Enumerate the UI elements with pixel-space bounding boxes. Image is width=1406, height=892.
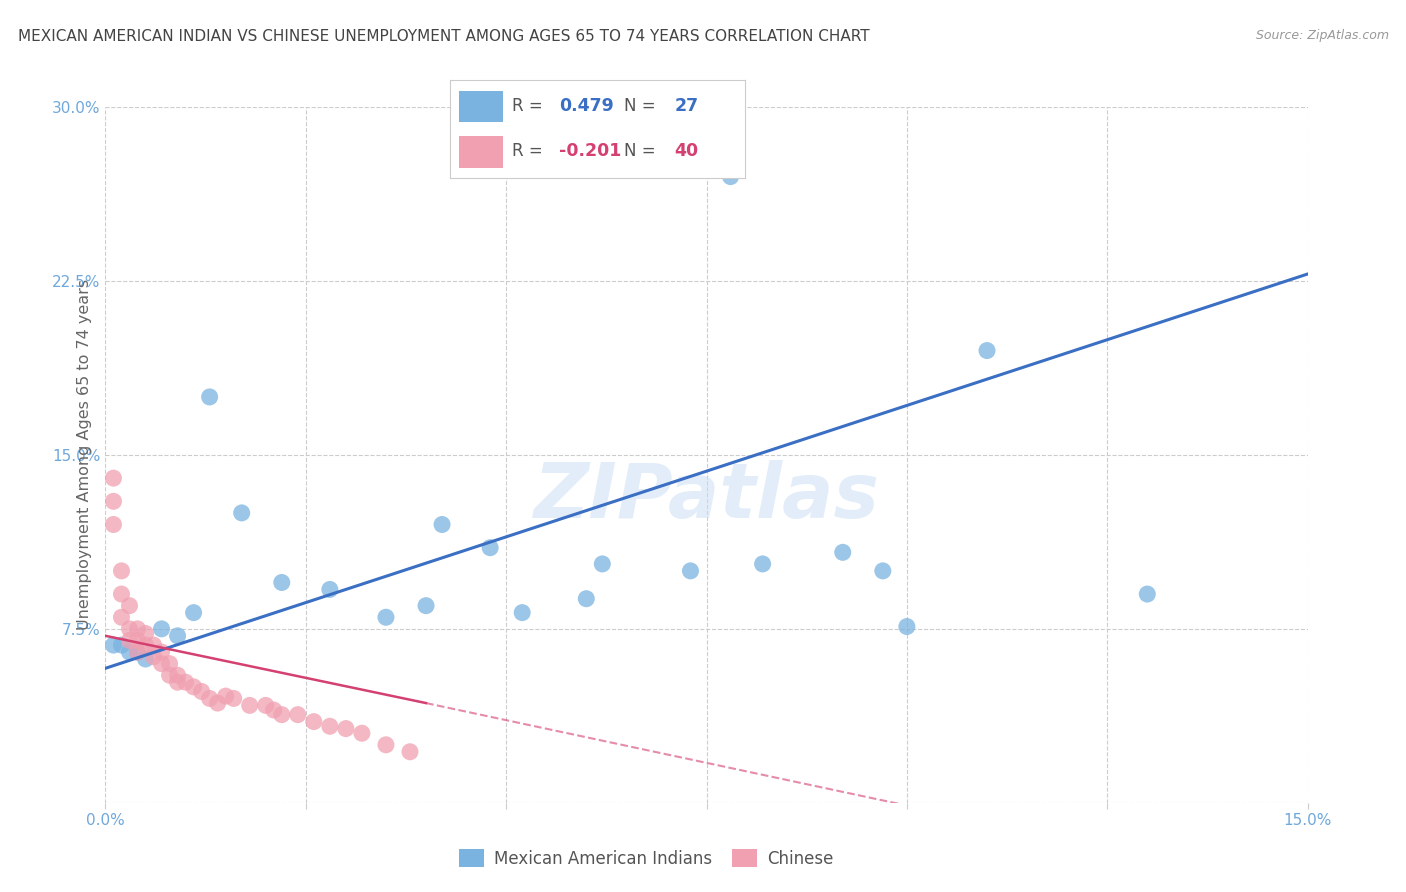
Point xyxy=(254,698,277,713)
Point xyxy=(287,707,309,722)
Y-axis label: Unemployment Among Ages 65 to 74 years: Unemployment Among Ages 65 to 74 years xyxy=(76,279,91,631)
Text: -0.201: -0.201 xyxy=(560,142,621,160)
Point xyxy=(222,691,245,706)
Point xyxy=(319,719,342,733)
Point xyxy=(479,541,502,555)
Point xyxy=(214,689,236,703)
Point xyxy=(374,610,398,624)
Point xyxy=(135,638,157,652)
Point xyxy=(103,494,125,508)
Text: Source: ZipAtlas.com: Source: ZipAtlas.com xyxy=(1256,29,1389,42)
Point xyxy=(135,652,157,666)
Point xyxy=(150,645,173,659)
Text: ZIPatlas: ZIPatlas xyxy=(533,459,880,533)
Point xyxy=(720,169,742,184)
Point xyxy=(166,675,188,690)
Point xyxy=(430,517,453,532)
Point xyxy=(159,668,181,682)
Point xyxy=(231,506,253,520)
Point xyxy=(183,680,205,694)
Point xyxy=(110,564,132,578)
Point xyxy=(174,675,197,690)
Text: 0.479: 0.479 xyxy=(560,97,614,115)
Text: R =: R = xyxy=(512,142,548,160)
Point xyxy=(127,622,149,636)
Point xyxy=(751,557,773,571)
Point xyxy=(1136,587,1159,601)
FancyBboxPatch shape xyxy=(458,91,503,122)
Point xyxy=(575,591,598,606)
Text: 40: 40 xyxy=(675,142,699,160)
Point xyxy=(350,726,373,740)
Point xyxy=(591,557,613,571)
Point xyxy=(679,564,702,578)
Point xyxy=(150,622,173,636)
Point xyxy=(166,629,188,643)
Point xyxy=(127,633,149,648)
Point xyxy=(831,545,853,559)
Text: MEXICAN AMERICAN INDIAN VS CHINESE UNEMPLOYMENT AMONG AGES 65 TO 74 YEARS CORREL: MEXICAN AMERICAN INDIAN VS CHINESE UNEMP… xyxy=(18,29,870,44)
Text: N =: N = xyxy=(624,97,661,115)
Point xyxy=(198,691,221,706)
Point xyxy=(872,564,894,578)
Point xyxy=(118,599,141,613)
Point xyxy=(270,707,292,722)
Point xyxy=(319,582,342,597)
Point xyxy=(270,575,292,590)
Point xyxy=(103,517,125,532)
Point xyxy=(110,587,132,601)
Text: N =: N = xyxy=(624,142,661,160)
FancyBboxPatch shape xyxy=(458,136,503,168)
Point xyxy=(302,714,325,729)
Point xyxy=(976,343,998,358)
Point xyxy=(142,638,165,652)
Point xyxy=(198,390,221,404)
Text: R =: R = xyxy=(512,97,548,115)
Point xyxy=(127,645,149,659)
Point xyxy=(127,645,149,659)
Point xyxy=(110,638,132,652)
Text: 27: 27 xyxy=(675,97,699,115)
Point xyxy=(263,703,285,717)
Point xyxy=(118,633,141,648)
Point xyxy=(103,638,125,652)
Point xyxy=(374,738,398,752)
Point xyxy=(150,657,173,671)
Point xyxy=(103,471,125,485)
Point xyxy=(207,696,229,710)
Point xyxy=(110,610,132,624)
Point xyxy=(896,619,918,633)
Point xyxy=(510,606,533,620)
Legend: Mexican American Indians, Chinese: Mexican American Indians, Chinese xyxy=(453,842,841,874)
Point xyxy=(135,626,157,640)
Point xyxy=(142,649,165,664)
Point xyxy=(166,668,188,682)
Point xyxy=(399,745,422,759)
Point xyxy=(118,622,141,636)
Point xyxy=(118,645,141,659)
Point xyxy=(183,606,205,620)
Point xyxy=(415,599,437,613)
Point xyxy=(239,698,262,713)
Point xyxy=(159,657,181,671)
Point xyxy=(190,684,212,698)
Point xyxy=(335,722,357,736)
